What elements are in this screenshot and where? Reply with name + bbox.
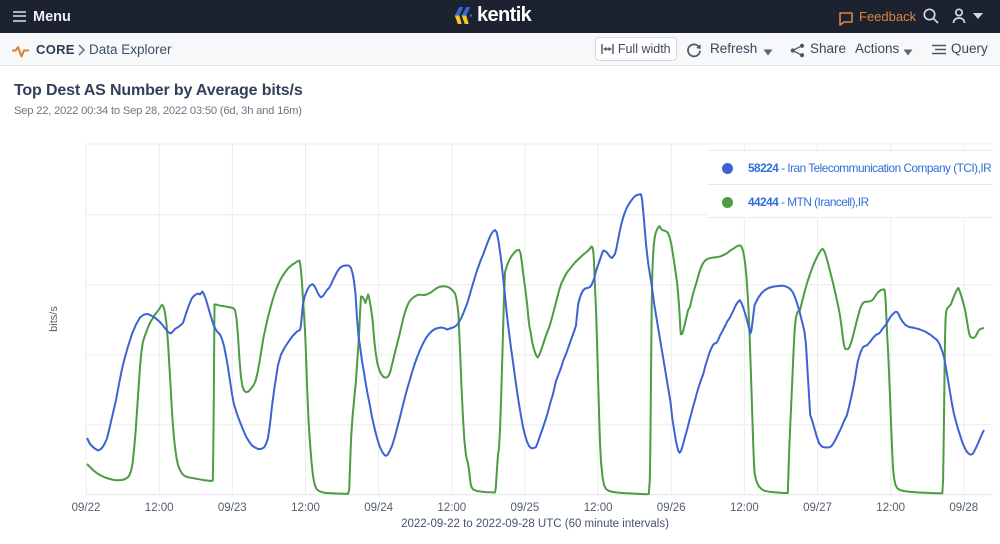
svg-text:12:00: 12:00	[876, 502, 905, 514]
svg-text:12:00: 12:00	[584, 502, 613, 514]
svg-text:12:00: 12:00	[291, 502, 320, 514]
svg-text:09/26: 09/26	[657, 502, 686, 514]
svg-text:12:00: 12:00	[145, 502, 174, 514]
svg-text:09/25: 09/25	[511, 502, 540, 514]
svg-text:bits/s: bits/s	[48, 306, 60, 332]
svg-text:09/24: 09/24	[364, 502, 393, 514]
svg-text:09/23: 09/23	[218, 502, 247, 514]
svg-text:09/28: 09/28	[949, 502, 978, 514]
svg-text:12:00: 12:00	[437, 502, 466, 514]
svg-text:12:00: 12:00	[730, 502, 759, 514]
svg-text:09/27: 09/27	[803, 502, 832, 514]
svg-text:09/22: 09/22	[72, 502, 101, 514]
svg-text:2022-09-22 to 2022-09-28 UTC (: 2022-09-22 to 2022-09-28 UTC (60 minute …	[401, 518, 669, 530]
